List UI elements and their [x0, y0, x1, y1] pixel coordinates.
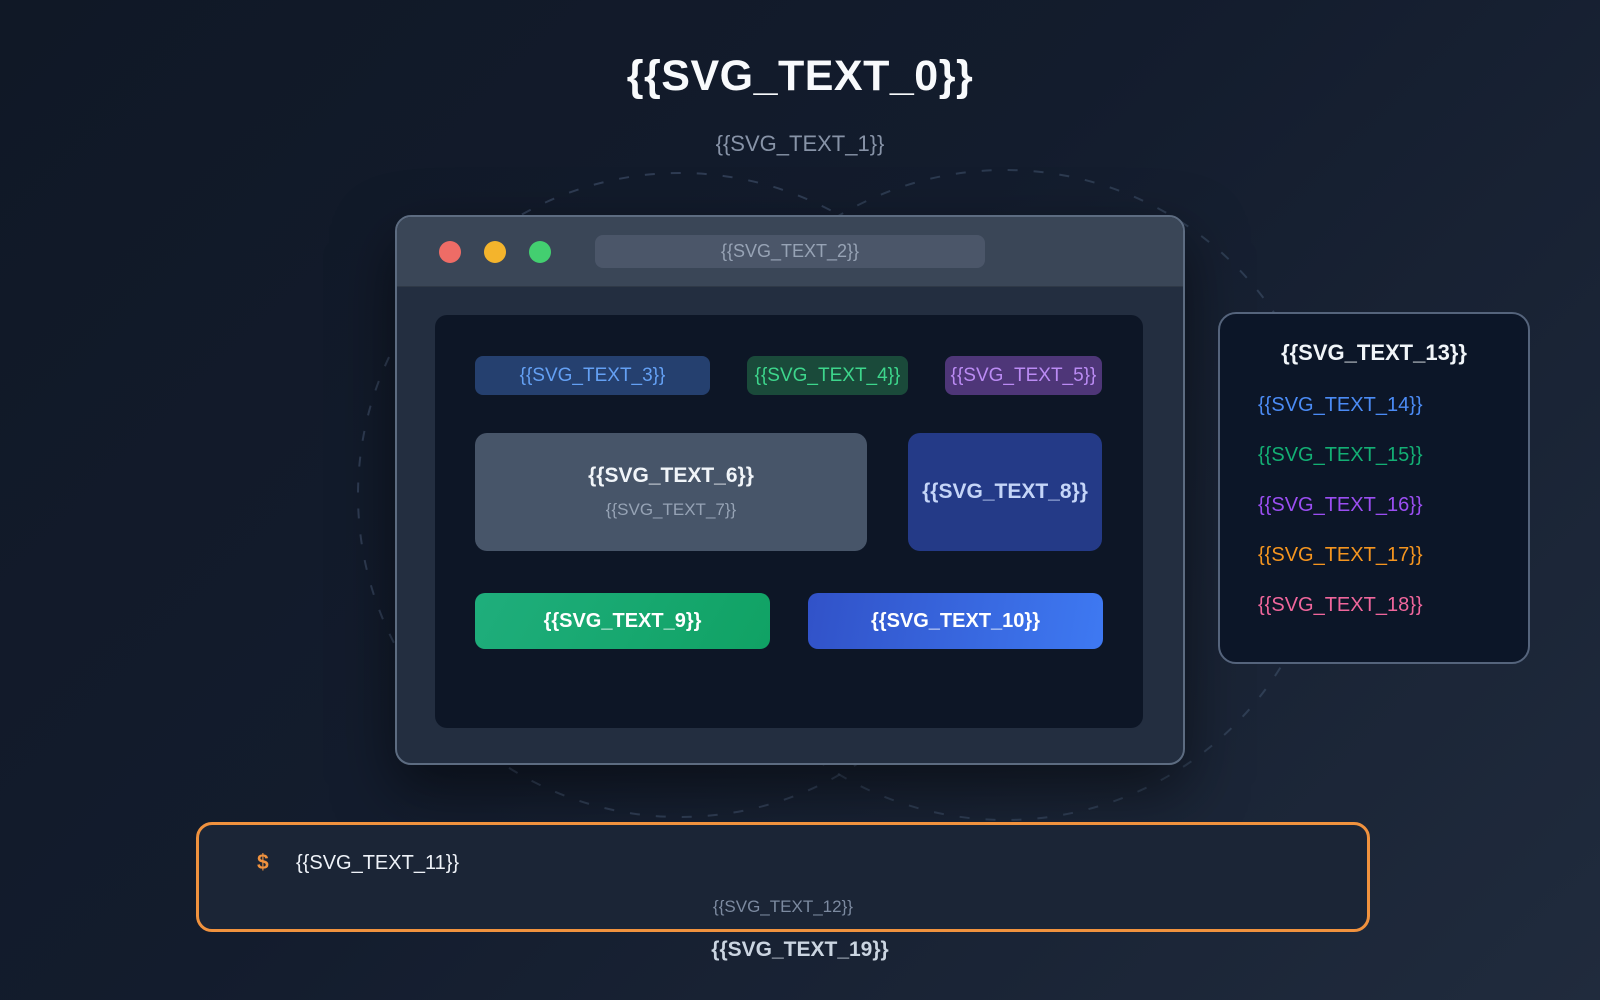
- command-note: {{SVG_TEXT_12}}: [713, 897, 853, 916]
- legend-list: {{SVG_TEXT_14}} {{SVG_TEXT_15}} {{SVG_TE…: [1220, 394, 1528, 616]
- primary-action-button[interactable]: {{SVG_TEXT_9}}: [475, 593, 770, 649]
- legend-item-green: {{SVG_TEXT_15}}: [1258, 444, 1423, 466]
- legend-panel: {{SVG_TEXT_13}} {{SVG_TEXT_14}} {{SVG_TE…: [1218, 312, 1530, 664]
- legend-item-purple: {{SVG_TEXT_16}}: [1258, 494, 1423, 516]
- browser-window: {{SVG_TEXT_2}} {{SVG_TEXT_3}} {{SVG_TEXT…: [395, 215, 1185, 765]
- command-text: {{SVG_TEXT_11}}: [296, 852, 460, 874]
- window-titlebar: {{SVG_TEXT_2}}: [397, 217, 1183, 287]
- page-subtitle: {{SVG_TEXT_1}}: [715, 131, 885, 156]
- prompt-icon: $: [257, 851, 269, 874]
- card-subtitle: {{SVG_TEXT_7}}: [605, 500, 737, 519]
- card-title: {{SVG_TEXT_8}}: [922, 480, 1088, 503]
- tag-badge-green: {{SVG_TEXT_4}}: [747, 356, 908, 395]
- traffic-light-red-icon[interactable]: [439, 241, 461, 263]
- command-box: $ {{SVG_TEXT_11}} {{SVG_TEXT_12}}: [196, 822, 1370, 932]
- tag-badge-purple: {{SVG_TEXT_5}}: [945, 356, 1102, 395]
- legend-title: {{SVG_TEXT_13}}: [1281, 340, 1467, 365]
- address-bar[interactable]: {{SVG_TEXT_2}}: [595, 235, 985, 268]
- footer-caption: {{SVG_TEXT_19}}: [711, 938, 889, 961]
- tag-badge-blue: {{SVG_TEXT_3}}: [475, 356, 710, 395]
- traffic-light-green-icon[interactable]: [529, 241, 551, 263]
- secondary-action-button[interactable]: {{SVG_TEXT_10}}: [808, 593, 1103, 649]
- card-title: {{SVG_TEXT_6}}: [588, 464, 754, 487]
- traffic-light-yellow-icon[interactable]: [484, 241, 506, 263]
- legend-item-orange: {{SVG_TEXT_17}}: [1258, 544, 1423, 566]
- page-title: {{SVG_TEXT_0}}: [626, 52, 974, 100]
- content-card-main: {{SVG_TEXT_6}} {{SVG_TEXT_7}}: [475, 433, 867, 551]
- legend-item-pink: {{SVG_TEXT_18}}: [1258, 594, 1423, 616]
- window-content: {{SVG_TEXT_3}} {{SVG_TEXT_4}} {{SVG_TEXT…: [435, 315, 1143, 728]
- content-card-accent: {{SVG_TEXT_8}}: [908, 433, 1102, 551]
- legend-item-blue: {{SVG_TEXT_14}}: [1258, 394, 1423, 416]
